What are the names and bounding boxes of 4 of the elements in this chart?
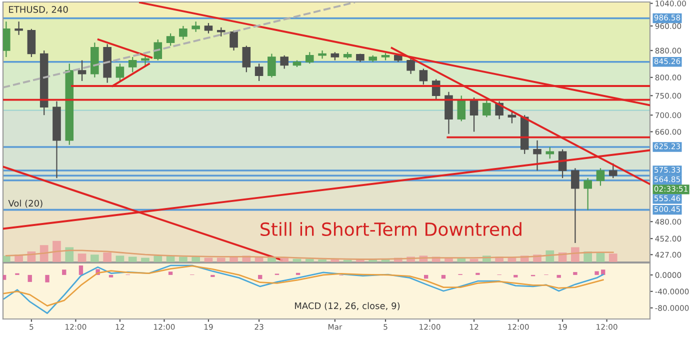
chart-title: Vol (20): [8, 200, 42, 208]
annotation: Still in Short-Term Downtrend: [260, 222, 522, 236]
chart-title: ETHUSD, 240: [9, 6, 68, 14]
text: MACD (12, 26, close, 9): [295, 302, 400, 310]
